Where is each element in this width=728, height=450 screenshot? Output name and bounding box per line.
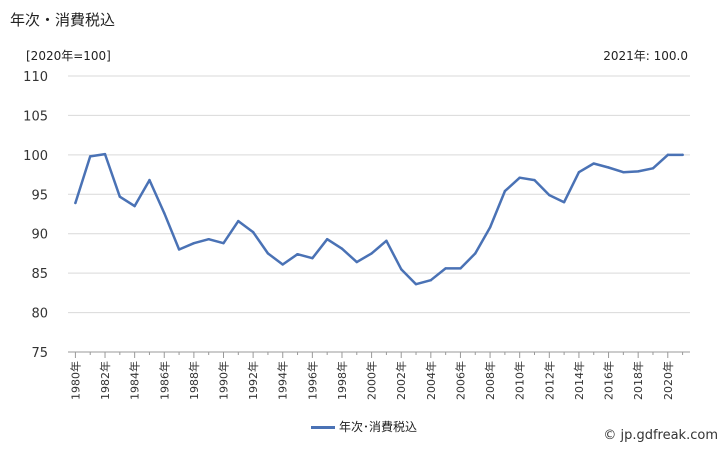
data-point xyxy=(503,189,507,193)
x-tick-label: 1990年 xyxy=(217,361,231,400)
x-tick-label: 2020年 xyxy=(661,361,675,400)
data-point xyxy=(192,241,196,245)
data-point xyxy=(340,247,344,250)
data-point xyxy=(548,193,551,197)
legend-swatch xyxy=(310,426,335,429)
data-point xyxy=(533,178,536,182)
series-layer xyxy=(74,152,684,286)
data-point xyxy=(488,226,492,229)
data-point xyxy=(636,170,640,173)
x-tick-label: 1988年 xyxy=(187,361,201,400)
data-point xyxy=(414,282,418,286)
x-tick-label: 2004年 xyxy=(424,361,438,400)
y-tick-label: 105 xyxy=(23,109,48,124)
x-tick-label: 2010年 xyxy=(513,361,527,400)
data-point xyxy=(133,204,136,208)
data-point xyxy=(103,152,107,156)
data-point xyxy=(251,230,255,234)
data-point xyxy=(74,201,77,205)
x-axis: 1980年 1982年 1984年 1986年 1988年 1990年 1992年 1994年… xyxy=(68,351,690,400)
unit-label: [2020年=100] xyxy=(26,49,111,63)
data-point xyxy=(562,200,566,204)
data-point xyxy=(222,241,225,245)
series-line-0 xyxy=(74,152,684,286)
gridlines xyxy=(68,75,690,314)
data-point xyxy=(444,267,447,270)
data-point xyxy=(592,162,595,165)
legend-label: 年次･消費税込 xyxy=(338,420,417,434)
y-tick-label: 110 xyxy=(23,70,48,85)
line-chart: 75 80 85 90 95 100 105 110 1980年 1982年 1984年 1986年… xyxy=(23,70,690,400)
x-tick-label: 1982年 xyxy=(98,361,112,400)
y-tick-label: 75 xyxy=(31,346,48,361)
x-tick-label: 1980年 xyxy=(68,361,82,400)
y-tick-label: 80 xyxy=(31,307,48,322)
data-point xyxy=(577,171,581,174)
y-tick-label: 100 xyxy=(23,149,48,164)
x-tick-label: 2014年 xyxy=(572,361,586,400)
data-point xyxy=(237,219,240,223)
data-point xyxy=(651,167,655,170)
x-tick-label: 2000年 xyxy=(365,361,379,400)
x-tick-label: 2002年 xyxy=(394,361,408,400)
data-point xyxy=(429,279,433,282)
x-tick-label: 2006年 xyxy=(453,361,467,400)
y-tick-label: 95 xyxy=(31,188,48,203)
data-point xyxy=(163,212,166,215)
x-tick-label: 1984年 xyxy=(128,361,142,400)
data-point xyxy=(622,171,625,174)
data-point xyxy=(266,252,270,255)
x-tick-label: 1996年 xyxy=(305,361,319,400)
x-tick-label: 2008年 xyxy=(483,361,497,400)
data-point xyxy=(89,155,92,158)
x-tick-label: 2012年 xyxy=(542,361,556,400)
x-tick-label: 2018年 xyxy=(631,361,645,400)
data-point xyxy=(370,252,373,255)
data-point xyxy=(400,268,403,271)
data-point xyxy=(666,153,669,157)
data-point xyxy=(207,238,210,241)
data-point xyxy=(355,260,358,264)
data-point xyxy=(311,256,314,260)
data-point xyxy=(474,252,477,255)
data-point xyxy=(118,195,122,198)
x-tick-label: 1994年 xyxy=(276,361,290,400)
data-point xyxy=(325,238,329,241)
chart-title: 年次・消費税込 xyxy=(10,11,116,29)
data-point xyxy=(385,239,388,243)
data-point xyxy=(607,166,610,169)
x-tick-label: 1992年 xyxy=(246,361,260,400)
data-point xyxy=(281,263,284,266)
data-point xyxy=(148,178,151,182)
data-point xyxy=(177,248,181,251)
latest-value-note: 2021年: 100.0 xyxy=(603,49,688,63)
x-tick-label: 1998年 xyxy=(335,361,349,400)
credit: © jp.gdfreak.com xyxy=(603,428,718,443)
data-point xyxy=(681,153,684,157)
data-point xyxy=(296,253,299,256)
y-tick-label: 85 xyxy=(31,267,48,282)
y-axis-ticks: 75 80 85 90 95 100 105 110 xyxy=(23,70,48,361)
data-point xyxy=(518,176,521,179)
x-tick-label: 2016年 xyxy=(602,361,616,400)
data-point xyxy=(459,267,462,270)
legend: 年次･消費税込 xyxy=(0,418,728,435)
y-tick-label: 90 xyxy=(31,228,48,243)
x-tick-label: 1986年 xyxy=(157,361,171,400)
